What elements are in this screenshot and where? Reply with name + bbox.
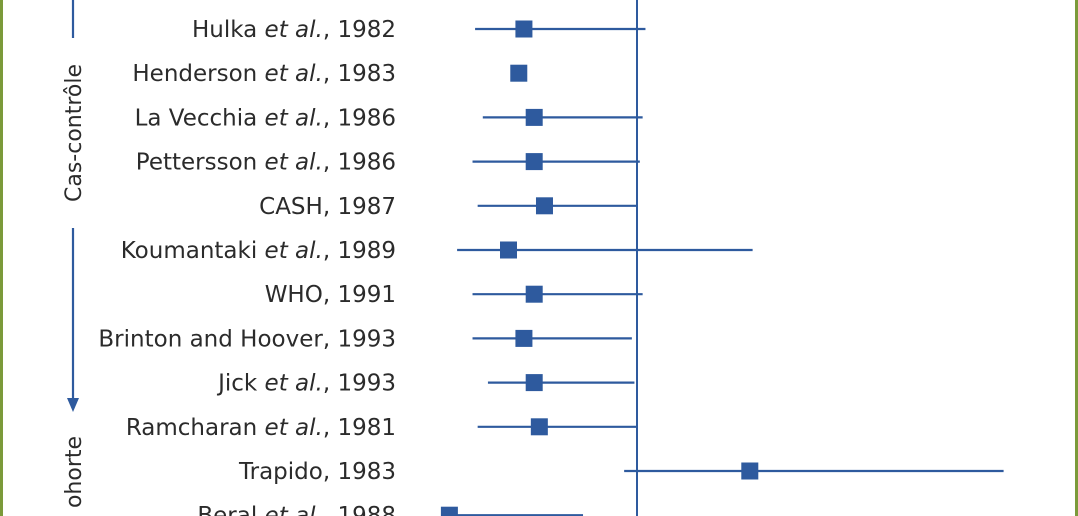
- study-row: Koumantaki et al., 1989: [121, 238, 753, 264]
- estimate-marker: [510, 64, 528, 82]
- study-year: 1986: [337, 105, 396, 131]
- study-name: Koumantaki: [121, 238, 265, 264]
- study-etal: et al.: [265, 17, 323, 43]
- study-row: Brinton and Hoover, 1993: [98, 326, 632, 352]
- study-row: Henderson et al., 1983: [132, 61, 528, 87]
- study-name: Beral: [197, 503, 264, 516]
- study-label: Ramcharan et al., 1981: [126, 415, 396, 441]
- group-labels: Cas-contrôle ohorte: [62, 0, 87, 508]
- study-row: CASH, 1987: [259, 194, 637, 220]
- study-row: Jick et al., 1993: [216, 371, 635, 397]
- study-row: Ramcharan et al., 1981: [126, 415, 637, 441]
- estimate-marker: [530, 418, 548, 436]
- study-name: Ramcharan: [126, 415, 265, 441]
- group-label-case-control: Cas-contrôle: [62, 64, 87, 202]
- study-etal: et al.: [265, 371, 323, 397]
- estimate-marker: [515, 329, 533, 347]
- study-year: 1983: [337, 61, 396, 87]
- estimate-marker: [525, 285, 543, 303]
- study-name: CASH,: [259, 194, 337, 220]
- study-name: Pettersson: [136, 150, 265, 176]
- study-label: Trapido, 1983: [238, 459, 396, 485]
- study-label: Pettersson et al., 1986: [136, 150, 396, 176]
- estimate-marker: [525, 374, 543, 392]
- study-etal: et al.: [265, 105, 323, 131]
- study-row: Hulka et al., 1982: [192, 17, 646, 43]
- study-year: 1993: [337, 371, 396, 397]
- estimate-marker: [500, 241, 517, 259]
- study-rows: Hulka et al., 1982 Henderson et al., 1983…: [98, 17, 1004, 516]
- study-year: 1987: [337, 194, 396, 220]
- group-label-cohort: ohorte: [62, 436, 87, 508]
- estimate-marker: [525, 108, 543, 126]
- study-year: 1982: [337, 17, 396, 43]
- estimate-marker: [535, 197, 553, 215]
- study-year: 1981: [337, 415, 396, 441]
- study-name: WHO,: [265, 282, 338, 308]
- study-label: WHO, 1991: [265, 282, 396, 308]
- study-etal: et al.: [265, 238, 323, 264]
- study-label: Hulka et al., 1982: [192, 17, 396, 43]
- group-arrow-icon: [67, 398, 79, 412]
- study-year: 1986: [337, 150, 396, 176]
- estimate-marker: [515, 20, 533, 38]
- estimate-marker: [741, 462, 759, 480]
- study-year: 1989: [337, 238, 396, 264]
- study-label: Beral et al., 1988: [197, 503, 396, 516]
- study-year: 1983: [337, 459, 396, 485]
- study-year: 1991: [337, 282, 396, 308]
- estimate-marker: [525, 153, 543, 171]
- study-label: CASH, 1987: [259, 194, 396, 220]
- study-row: Beral et al., 1988: [197, 503, 584, 516]
- study-label: Henderson et al., 1983: [132, 61, 396, 87]
- study-row: WHO, 1991: [265, 282, 643, 308]
- study-row: La Vecchia et al., 1986: [135, 105, 643, 131]
- study-etal: et al.: [265, 503, 323, 516]
- study-name: Jick: [216, 371, 264, 397]
- study-label: Jick et al., 1993: [216, 371, 396, 397]
- study-year: 1993: [337, 326, 396, 352]
- study-etal: et al.: [265, 415, 323, 441]
- study-label: La Vecchia et al., 1986: [135, 105, 396, 131]
- study-row: Pettersson et al., 1986: [136, 150, 640, 176]
- estimate-marker: [440, 506, 458, 516]
- study-name: La Vecchia: [135, 105, 265, 131]
- study-etal: et al.: [265, 61, 323, 87]
- study-name: Brinton and Hoover,: [98, 326, 337, 352]
- study-name: Hulka: [192, 17, 265, 43]
- study-etal: et al.: [265, 150, 323, 176]
- study-year: 1988: [337, 503, 396, 516]
- study-row: Trapido, 1983: [238, 459, 1004, 485]
- study-label: Brinton and Hoover, 1993: [98, 326, 396, 352]
- study-name: Trapido,: [238, 459, 338, 485]
- study-name: Henderson: [132, 61, 264, 87]
- study-label: Koumantaki et al., 1989: [121, 238, 396, 264]
